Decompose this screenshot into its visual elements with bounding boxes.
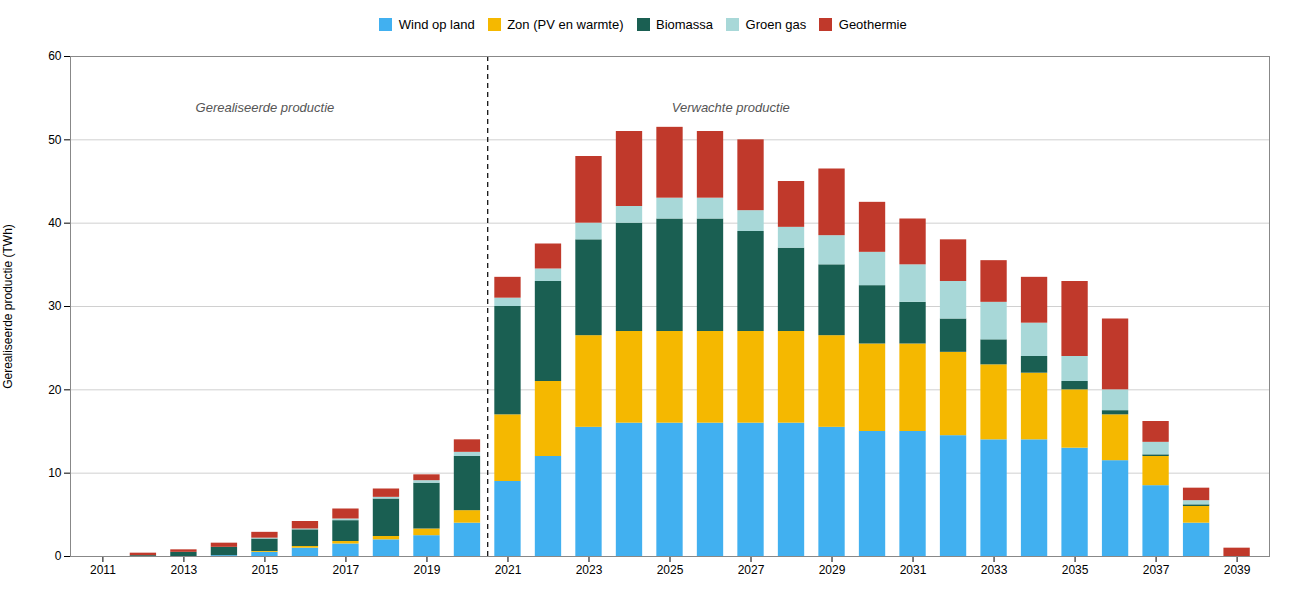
svg-text:2021: 2021 bbox=[495, 563, 522, 577]
svg-text:2037: 2037 bbox=[1143, 563, 1170, 577]
svg-text:Verwachte productie: Verwachte productie bbox=[672, 100, 790, 115]
html-text:Groen gas: Groen gas bbox=[745, 17, 807, 32]
html-text:Zon (PV en warmte): Zon (PV en warmte) bbox=[507, 17, 624, 32]
svg-text:2011: 2011 bbox=[90, 563, 116, 577]
svg-text:2015: 2015 bbox=[252, 563, 279, 577]
svg-text:30: 30 bbox=[48, 299, 62, 313]
svg-text:Gerealiseerde productie (TWh): Gerealiseerde productie (TWh) bbox=[1, 224, 15, 389]
svg-text:20: 20 bbox=[48, 383, 62, 397]
svg-text:40: 40 bbox=[48, 216, 62, 230]
svg-text:2013: 2013 bbox=[171, 563, 198, 577]
svg-text:10: 10 bbox=[48, 466, 62, 480]
svg-text:2027: 2027 bbox=[738, 563, 765, 577]
svg-text:2035: 2035 bbox=[1062, 563, 1089, 577]
svg-text:2017: 2017 bbox=[333, 563, 360, 577]
svg-text:2033: 2033 bbox=[981, 563, 1008, 577]
html-text:Biomassa: Biomassa bbox=[656, 17, 714, 32]
svg-text:2023: 2023 bbox=[576, 563, 603, 577]
html-text:Wind op land: Wind op land bbox=[398, 17, 475, 32]
svg-text:2029: 2029 bbox=[819, 563, 846, 577]
html-text:Geothermie: Geothermie bbox=[838, 17, 907, 32]
svg-text:0: 0 bbox=[55, 549, 62, 563]
svg-text:50: 50 bbox=[48, 133, 62, 147]
svg-text:2031: 2031 bbox=[900, 563, 927, 577]
svg-text:2025: 2025 bbox=[657, 563, 684, 577]
svg-text:Gerealiseerde productie: Gerealiseerde productie bbox=[196, 100, 335, 115]
svg-text:2039: 2039 bbox=[1224, 563, 1251, 577]
svg-text:60: 60 bbox=[48, 49, 62, 63]
svg-text:2019: 2019 bbox=[414, 563, 441, 577]
